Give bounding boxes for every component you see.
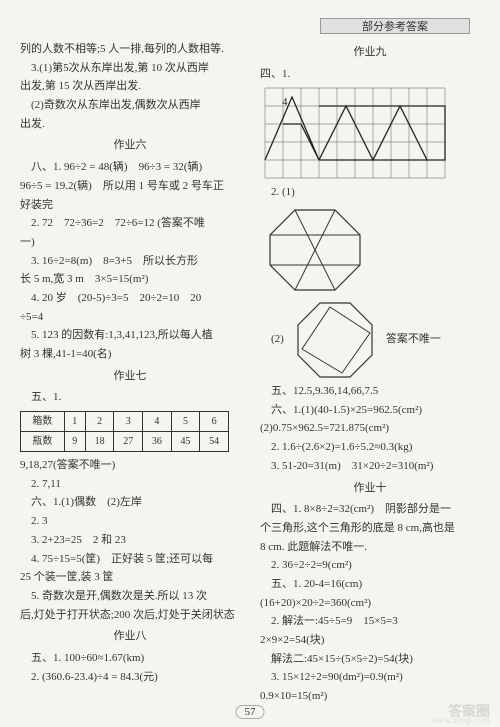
octagon-figure-1 (260, 202, 370, 297)
text-line: 好装完 (20, 196, 240, 215)
text-line: 5. 奇数次是开,偶数次是关.所以 13 次 (20, 587, 240, 606)
text-line: 2. (1) (260, 183, 480, 202)
text-line: 2. 72 72÷36=2 72÷6=12 (答案不唯 (20, 214, 240, 233)
text-line: 25 个装一筐,装 3 筐 (20, 568, 240, 587)
text-line: 四、1. 8×8÷2=32(cm²) 阴影部分是一 (260, 500, 480, 519)
text-line: (2)奇数次从东岸出发,偶数次从西岸 (20, 96, 240, 115)
text-line: 出发,第 15 次从西岸出发. (20, 77, 240, 96)
text-line: 四、1. (260, 65, 480, 84)
text-line: 2. 36÷2÷2=9(cm²) (260, 556, 480, 575)
site-url: www.mxqe.com (431, 715, 490, 725)
svg-text:4: 4 (282, 96, 288, 108)
text-line: 2. 解法一:45÷5=9 15×5=3 (260, 612, 480, 631)
section-heading: 作业八 (20, 627, 240, 646)
table-row: 箱数 1 2 3 4 5 6 (21, 412, 229, 432)
section-heading: 作业九 (260, 43, 480, 62)
text-line: 3. 51-20=31(m) 31×20÷2=310(m²) (260, 457, 480, 476)
text-line: 出发. (20, 115, 240, 134)
text-line: 0.9×10=15(m²) (260, 687, 480, 706)
text-line: 长 5 m,宽 3 m 3×5=15(m²) (20, 270, 240, 289)
table-cell: 27 (114, 432, 143, 452)
text-line: 八、1. 96÷2 = 48(辆) 96÷3 = 32(辆) (20, 158, 240, 177)
table-cell: 箱数 (21, 412, 65, 432)
text-line: (2)0.75×962.5=721.875(cm²) (260, 419, 480, 438)
right-column: 作业九 四、1. 4 2. (1) (2) 答案不唯一 五、12.5,9.36,… (255, 40, 480, 697)
text-line: 3. 15×12÷2=90(dm²)=0.9(m²) (260, 668, 480, 687)
table-cell: 2 (85, 412, 114, 432)
content-area: 列的人数不相等;5 人一排,每列的人数相等. 3.(1)第5次从东岸出发,第 1… (20, 40, 480, 697)
section-heading: 作业六 (20, 136, 240, 155)
table-row: 瓶数 9 18 27 36 45 54 (21, 432, 229, 452)
data-table: 箱数 1 2 3 4 5 6 瓶数 9 18 27 36 45 54 (20, 411, 229, 452)
text-line: 96÷5 = 19.2(辆) 所以用 1 号车或 2 号车正 (20, 177, 240, 196)
table-cell: 36 (143, 432, 172, 452)
text-line: 解法二:45×15÷(5×5÷2)=54(块) (260, 650, 480, 669)
text-line: 列的人数不相等;5 人一排,每列的人数相等. (20, 40, 240, 59)
table-cell: 1 (64, 412, 85, 432)
section-heading: 作业七 (20, 367, 240, 386)
text-line: 五、12.5,9.36,14,66,7.5 (260, 382, 480, 401)
text-line: 2. 3 (20, 512, 240, 531)
text-line: 树 3 棵,41-1=40(名) (20, 345, 240, 364)
text-line: 2. 7,11 (20, 475, 240, 494)
text-line: 4. 75÷15=5(筐) 正好装 5 筐;还可以每 (20, 550, 240, 569)
text-line: 2×9×2=54(块) (260, 631, 480, 650)
text-line: 六、1.(1)偶数 (2)左岸 (20, 493, 240, 512)
table-cell: 9 (64, 432, 85, 452)
text-line: 一) (20, 233, 240, 252)
text-line: (16+20)×20÷2=360(cm²) (260, 594, 480, 613)
text-line: 4. 20 岁 (20-5)÷3=5 20÷2=10 20 (20, 289, 240, 308)
table-cell: 18 (85, 432, 114, 452)
text-line: 2. 1.6÷(2.6×2)=1.6÷5.2≈0.3(kg) (260, 438, 480, 457)
table-cell: 45 (171, 432, 200, 452)
text-line: 3.(1)第5次从东岸出发,第 10 次从西岸 (20, 59, 240, 78)
page-number: 57 (236, 705, 265, 719)
text-line: 3. 16÷2=8(m) 8=3+5 所以长方形 (20, 252, 240, 271)
octagon-figure-2 (290, 297, 380, 382)
text-line: 个三角形,这个三角形的底是 8 cm,高也是 (260, 519, 480, 538)
text-line: 五、1. (20, 388, 240, 407)
table-cell: 6 (200, 412, 229, 432)
text-line: ÷5=4 (20, 308, 240, 327)
table-cell: 3 (114, 412, 143, 432)
text-line: 8 cm. 此题解法不唯一. (260, 538, 480, 557)
text-line: 五、1. 100÷60≈1.67(km) (20, 649, 240, 668)
text-line: 六、1.(1)(40-1.5)×25=962.5(cm²) (260, 401, 480, 420)
text-line: (2) (260, 330, 284, 349)
text-line: 3. 2+23=25 2 和 23 (20, 531, 240, 550)
text-line: 后,灯处于打开状态;200 次后,灯处于关闭状态 (20, 606, 240, 625)
text-line: 5. 123 的因数有:1,3,41,123,所以每人植 (20, 326, 240, 345)
table-cell: 瓶数 (21, 432, 65, 452)
text-line: 2. (360.6-23.4)÷4 = 84.3(元) (20, 668, 240, 687)
table-cell: 5 (171, 412, 200, 432)
text-line: 9,18,27(答案不唯一) (20, 456, 240, 475)
table-cell: 4 (143, 412, 172, 432)
grid-figure: 4 (260, 83, 450, 183)
left-column: 列的人数不相等;5 人一排,每列的人数相等. 3.(1)第5次从东岸出发,第 1… (20, 40, 245, 697)
header-label: 部分参考答案 (320, 18, 470, 34)
text-line: 答案不唯一 (386, 330, 441, 349)
section-heading: 作业十 (260, 479, 480, 498)
text-line: 五、1. 20-4=16(cm) (260, 575, 480, 594)
table-cell: 54 (200, 432, 229, 452)
